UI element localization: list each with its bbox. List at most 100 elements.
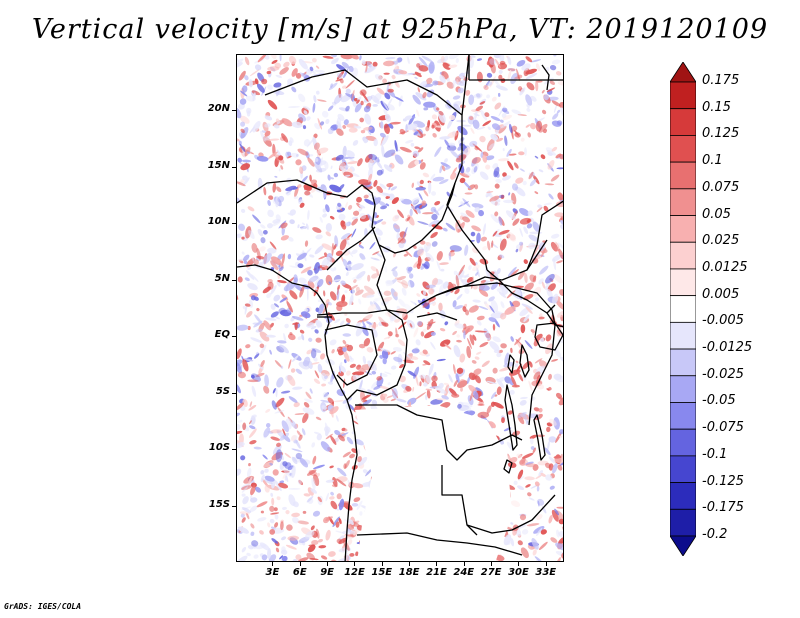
velocity-speckle bbox=[255, 328, 263, 333]
velocity-speckle bbox=[368, 159, 374, 171]
velocity-speckle bbox=[320, 399, 332, 403]
velocity-speckle bbox=[403, 359, 415, 364]
velocity-speckle bbox=[399, 128, 406, 135]
velocity-speckle bbox=[476, 315, 485, 321]
velocity-speckle bbox=[497, 92, 501, 97]
velocity-speckle bbox=[336, 478, 347, 487]
velocity-speckle bbox=[351, 249, 358, 255]
velocity-speckle bbox=[518, 151, 525, 156]
velocity-speckle bbox=[308, 544, 315, 547]
velocity-speckle bbox=[246, 311, 253, 318]
velocity-speckle bbox=[239, 98, 247, 105]
velocity-speckle bbox=[256, 255, 266, 260]
velocity-speckle bbox=[338, 365, 347, 373]
velocity-speckle bbox=[345, 105, 350, 112]
velocity-speckle bbox=[556, 167, 563, 170]
velocity-speckle bbox=[452, 330, 457, 336]
velocity-speckle bbox=[306, 349, 313, 355]
velocity-speckle bbox=[287, 78, 294, 85]
velocity-speckle bbox=[317, 117, 323, 130]
velocity-speckle bbox=[551, 59, 561, 65]
velocity-speckle bbox=[263, 229, 268, 235]
velocity-speckle bbox=[448, 251, 455, 257]
lon-tick-mark bbox=[381, 562, 383, 566]
velocity-speckle bbox=[553, 457, 563, 464]
velocity-speckle bbox=[415, 186, 426, 191]
velocity-speckle bbox=[529, 434, 537, 440]
velocity-speckle bbox=[242, 306, 246, 310]
velocity-speckle bbox=[317, 496, 323, 503]
velocity-speckle bbox=[373, 93, 382, 103]
velocity-speckle bbox=[479, 101, 486, 105]
velocity-speckle bbox=[538, 541, 548, 551]
velocity-speckle bbox=[540, 529, 547, 535]
velocity-speckle bbox=[532, 549, 537, 556]
velocity-speckle bbox=[559, 458, 563, 467]
velocity-speckle bbox=[287, 212, 294, 216]
velocity-speckle bbox=[541, 109, 547, 115]
velocity-speckle bbox=[432, 176, 445, 182]
velocity-speckle bbox=[408, 355, 419, 360]
velocity-speckle bbox=[486, 191, 494, 194]
velocity-speckle bbox=[442, 227, 448, 232]
velocity-speckle bbox=[271, 538, 279, 544]
velocity-speckle bbox=[346, 370, 351, 376]
velocity-speckle bbox=[379, 347, 391, 353]
velocity-speckle bbox=[422, 172, 430, 178]
velocity-speckle bbox=[371, 399, 378, 406]
velocity-speckle bbox=[283, 282, 296, 292]
velocity-speckle bbox=[559, 289, 563, 296]
velocity-speckle bbox=[366, 61, 372, 68]
velocity-speckle bbox=[347, 479, 351, 488]
velocity-speckle bbox=[313, 431, 322, 435]
velocity-speckle bbox=[489, 341, 500, 352]
velocity-speckle bbox=[555, 71, 562, 76]
velocity-speckle bbox=[530, 171, 535, 177]
velocity-speckle bbox=[304, 398, 313, 403]
velocity-speckle bbox=[329, 339, 337, 346]
velocity-speckle bbox=[272, 220, 281, 227]
velocity-speckle bbox=[321, 243, 333, 251]
velocity-speckle bbox=[423, 244, 428, 253]
velocity-speckle bbox=[387, 331, 393, 337]
lat-tick-mark bbox=[232, 166, 236, 168]
velocity-speckle bbox=[450, 149, 459, 159]
velocity-speckle bbox=[306, 137, 315, 148]
velocity-speckle bbox=[247, 206, 255, 212]
velocity-speckle bbox=[237, 233, 242, 238]
velocity-speckle bbox=[335, 415, 339, 422]
velocity-speckle bbox=[551, 359, 558, 362]
velocity-speckle bbox=[270, 512, 280, 515]
velocity-speckle bbox=[373, 138, 378, 147]
velocity-speckle bbox=[297, 263, 304, 269]
border-car bbox=[376, 239, 548, 314]
velocity-speckle bbox=[479, 341, 489, 348]
velocity-speckle bbox=[267, 281, 274, 290]
velocity-speckle bbox=[536, 527, 543, 536]
colorbar-bin bbox=[670, 268, 696, 297]
velocity-speckle bbox=[455, 57, 459, 64]
velocity-speckle bbox=[455, 219, 461, 233]
velocity-speckle bbox=[294, 413, 305, 415]
velocity-speckle bbox=[375, 229, 383, 236]
colorbar-level-label: -0.05 bbox=[702, 393, 736, 409]
velocity-speckle bbox=[528, 380, 533, 392]
velocity-speckle bbox=[343, 378, 346, 389]
velocity-speckle bbox=[524, 282, 534, 292]
velocity-speckle bbox=[330, 165, 333, 170]
velocity-speckle bbox=[302, 510, 307, 514]
velocity-speckle bbox=[486, 58, 495, 66]
velocity-speckle bbox=[301, 175, 308, 184]
velocity-speckle bbox=[483, 328, 491, 341]
velocity-speckle bbox=[525, 306, 533, 314]
lake-albert bbox=[519, 344, 530, 378]
velocity-speckle bbox=[336, 128, 344, 136]
velocity-speckle bbox=[348, 55, 359, 60]
velocity-speckle bbox=[315, 234, 323, 240]
velocity-speckle bbox=[432, 80, 439, 86]
velocity-speckle bbox=[271, 59, 278, 64]
velocity-speckle bbox=[273, 124, 280, 129]
velocity-speckle bbox=[242, 496, 249, 505]
velocity-speckle bbox=[349, 453, 356, 459]
velocity-speckle bbox=[246, 270, 255, 280]
